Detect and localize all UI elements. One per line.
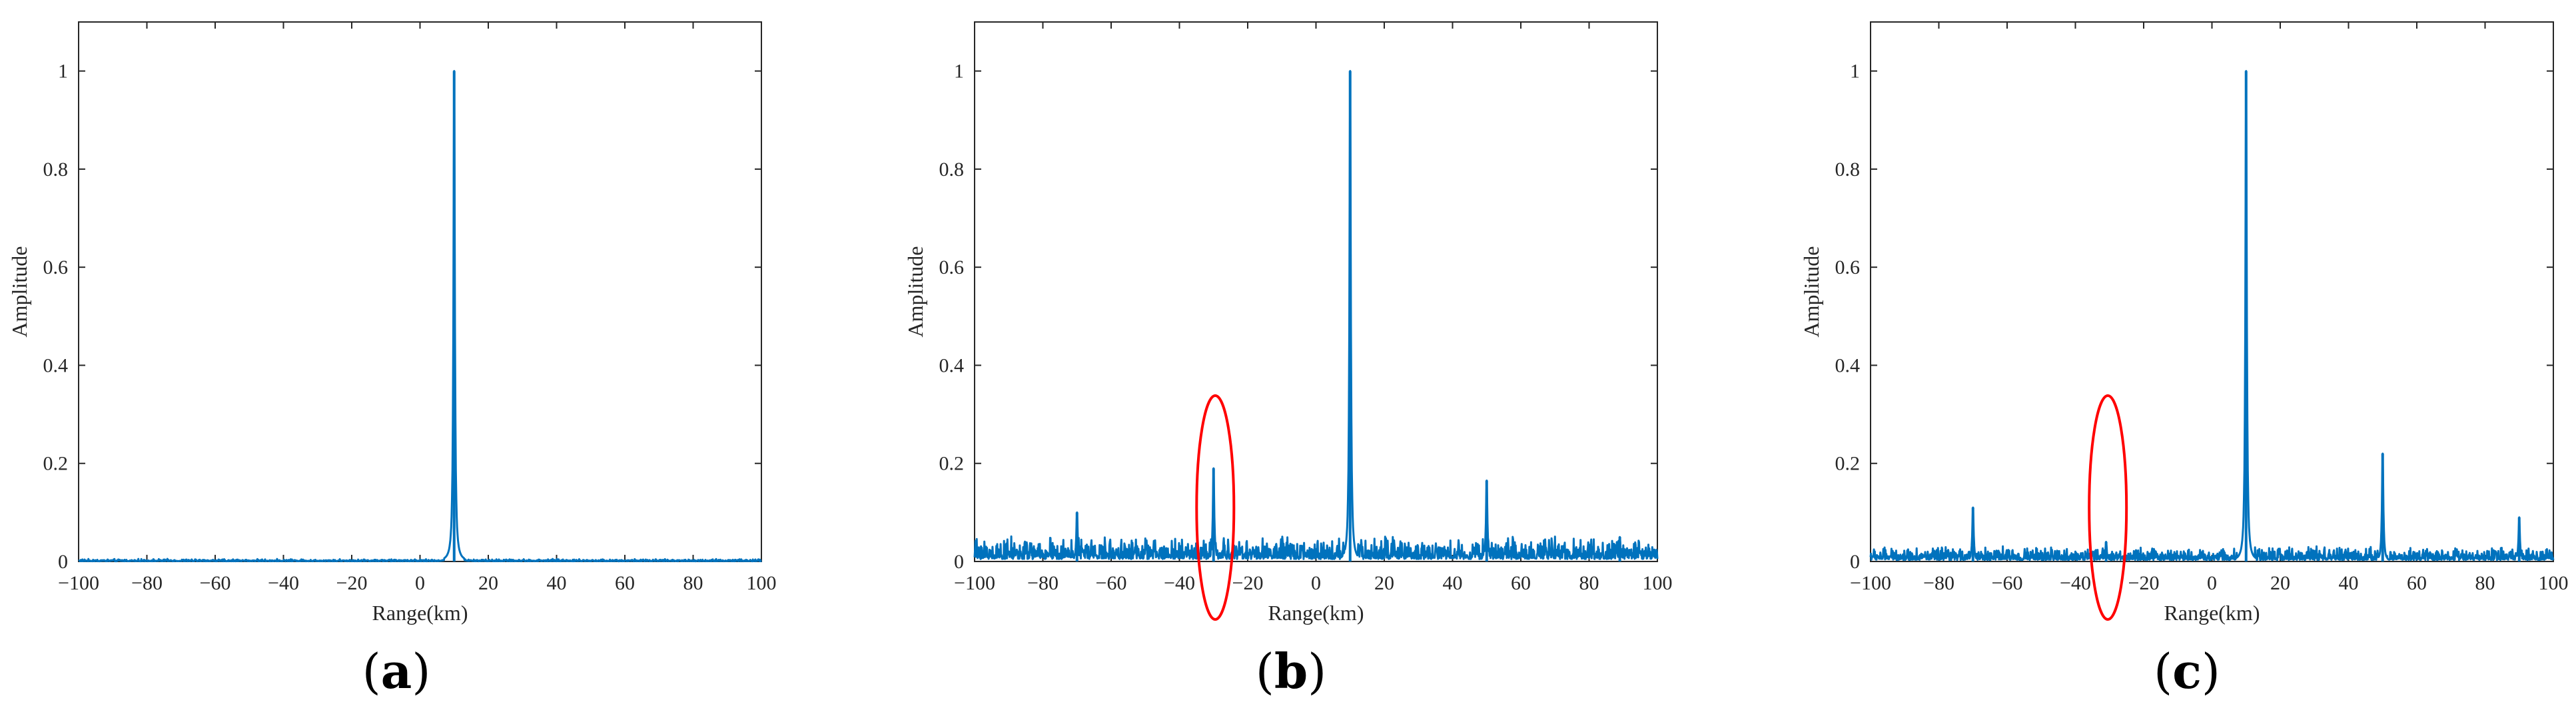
x-tick-label: −60 [200, 572, 231, 594]
x-tick-label: 20 [478, 572, 498, 594]
x-tick-label: 40 [2339, 572, 2359, 594]
x-tick-label: −100 [1850, 572, 1891, 594]
axes-frame [1870, 21, 2554, 562]
x-tick-label: 0 [2207, 572, 2217, 594]
y-axis-label: Amplitude [1799, 246, 1823, 338]
y-tick-label: 0.8 [1835, 159, 1861, 181]
x-tick-label: 80 [683, 572, 703, 594]
x-tick-label: 60 [615, 572, 635, 594]
caption-b-letter: b [1274, 643, 1308, 699]
highlight-ellipse [1195, 394, 1236, 621]
y-tick-label: 0.6 [939, 256, 965, 278]
x-tick-label: 80 [1579, 572, 1599, 594]
caption-c-letter: c [2172, 643, 2202, 699]
y-tick-label: 0.2 [939, 453, 965, 475]
x-tick-label: 20 [2270, 572, 2290, 594]
x-tick-label: 40 [547, 572, 567, 594]
x-tick-label: 100 [1643, 572, 1673, 594]
y-axis-label: Amplitude [7, 246, 31, 338]
y-tick-label: 0.2 [1835, 453, 1861, 475]
caption-b: (b) [1255, 643, 1327, 699]
y-tick-label: 0.4 [43, 354, 69, 376]
x-tick-label: −20 [336, 572, 368, 594]
y-tick-label: 0 [58, 551, 68, 573]
y-tick-label: 1 [58, 61, 68, 83]
x-tick-label: 100 [2539, 572, 2569, 594]
x-tick-label: 0 [415, 572, 425, 594]
y-tick-label: 0.8 [939, 159, 965, 181]
caption-a-letter: a [380, 643, 412, 699]
y-tick-label: 0.4 [1835, 354, 1861, 376]
series-line [1869, 70, 2555, 561]
y-axis-label: Amplitude [903, 246, 927, 338]
x-tick-label: −80 [131, 572, 163, 594]
x-tick-label: 20 [1374, 572, 1394, 594]
series-line [78, 70, 762, 563]
x-axis-label: Range(km) [2164, 601, 2260, 625]
x-tick-label: 60 [1511, 572, 1531, 594]
y-tick-label: 0.6 [1835, 256, 1861, 278]
x-tick-label: −40 [268, 572, 299, 594]
x-axis-label: Range(km) [1268, 601, 1364, 625]
x-tick-label: −40 [2060, 572, 2091, 594]
x-tick-label: −40 [1164, 572, 1195, 594]
series-line [973, 70, 1659, 560]
x-tick-label: −100 [58, 572, 99, 594]
x-tick-label: 80 [2475, 572, 2495, 594]
x-tick-label: −60 [1992, 572, 2023, 594]
y-tick-label: 0 [954, 551, 964, 573]
x-tick-label: 40 [1443, 572, 1463, 594]
plot-a: −100 −80 −60 −40 −20 0 20 40 60 80 100 0 0.2 0.4 0.6 0.… [7, 21, 777, 625]
y-tick-label: 1 [954, 61, 964, 83]
x-tick-label: −60 [1096, 572, 1127, 594]
y-tick-label: 1 [1850, 61, 1860, 83]
x-tick-label: 60 [2407, 572, 2427, 594]
axes-frame [974, 21, 1658, 562]
plot-c: −100 −80 −60 −40 −20 0 20 40 60 80 100 0 0.2 0.4 0.6 0.… [1799, 21, 2569, 625]
x-tick-label: −80 [1923, 572, 1954, 594]
highlight-ellipse [2088, 394, 2128, 621]
x-tick-label: −80 [1027, 572, 1059, 594]
x-tick-label: −20 [2128, 572, 2160, 594]
x-tick-label: 0 [1311, 572, 1321, 594]
axes-frame [78, 21, 762, 562]
x-tick-label: −100 [954, 572, 995, 594]
x-tick-label: 100 [747, 572, 777, 594]
x-tick-label: −20 [1232, 572, 1264, 594]
caption-a: (a) [362, 643, 431, 699]
x-axis-label: Range(km) [372, 601, 468, 625]
y-tick-label: 0.8 [43, 159, 69, 181]
caption-c: (c) [2153, 643, 2221, 699]
y-tick-label: 0.2 [43, 453, 69, 475]
y-tick-label: 0 [1850, 551, 1860, 573]
plot-b: −100 −80 −60 −40 −20 0 20 40 60 80 100 0 0.2 0.4 0.6 0.… [903, 21, 1673, 625]
y-tick-label: 0.6 [43, 256, 69, 278]
y-tick-label: 0.4 [939, 354, 965, 376]
